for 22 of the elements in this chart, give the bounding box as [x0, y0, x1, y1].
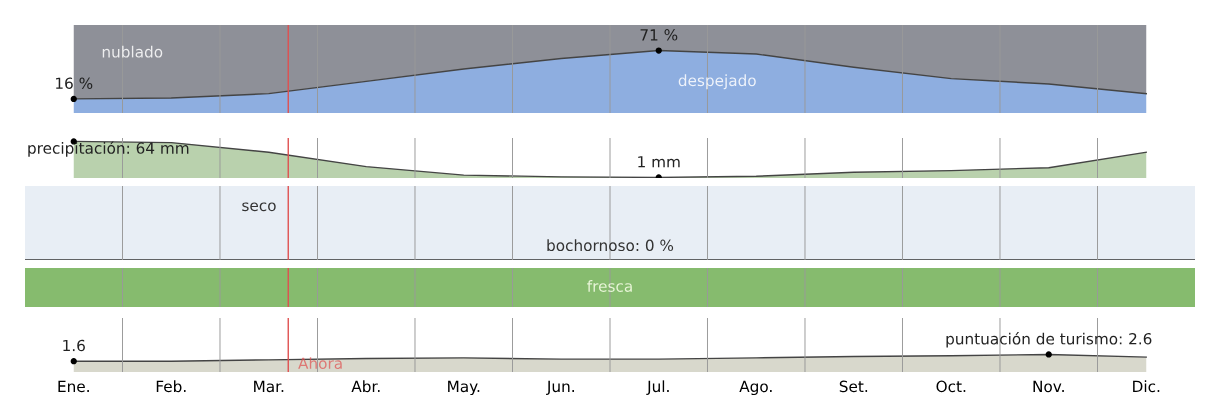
x-tick-label: Jul.: [646, 380, 669, 395]
x-tick-label: Dic.: [1133, 380, 1160, 393]
x-tick-label: May.: [448, 380, 480, 396]
x-tick-label: Ago.: [739, 380, 772, 396]
text: fresca: [587, 280, 632, 292]
x-tick-label: Abr.: [351, 380, 380, 393]
x-tick-label: Set.: [839, 380, 868, 393]
data-label: 1.6: [63, 339, 85, 352]
text: bochornoso: 0 %: [547, 239, 674, 252]
x-tick-label: Mar.: [254, 380, 284, 393]
data-label: 71 %: [640, 29, 678, 41]
series-label: nublado: [102, 45, 163, 58]
x-tick-label: Jun.: [546, 380, 574, 395]
data-label: 1 mm: [638, 156, 680, 168]
x-tick-label: Oct.: [936, 380, 966, 393]
data-label: precipitación: 64 mm: [28, 141, 189, 157]
x-tick-label: Nov.: [1033, 380, 1064, 393]
x-tick-label: Feb.: [156, 380, 186, 393]
data-label: puntuación de turismo: 2.6: [946, 332, 1152, 348]
text: seco: [242, 202, 276, 212]
x-tick-label: Ene.: [58, 380, 89, 393]
data-label: 16 %: [56, 77, 93, 90]
